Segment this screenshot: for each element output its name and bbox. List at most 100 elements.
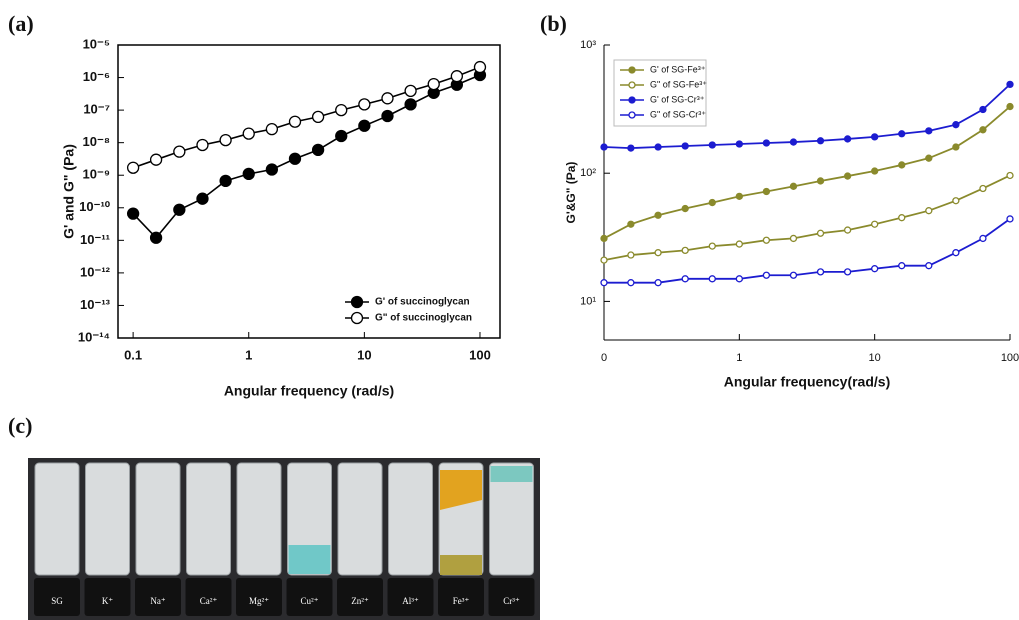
data-point: [735, 140, 743, 148]
vial: [337, 462, 383, 576]
data-point: [427, 77, 440, 91]
y-axis-title: G'&G" (Pa): [564, 162, 578, 224]
y-tick-label: 10⁻¹³: [80, 297, 111, 312]
data-point: [681, 246, 689, 255]
data-point: [381, 109, 394, 123]
data-point: [173, 145, 186, 158]
data-point: [843, 172, 852, 180]
x-tick-label: 100: [1001, 352, 1019, 364]
legend-label: G" of succinoglycan: [375, 313, 472, 324]
data-point: [708, 141, 716, 149]
data-point: [600, 234, 608, 243]
data-point: [473, 60, 487, 74]
chart: 10⁻¹⁴ 10⁻¹³ 10⁻¹² 10⁻¹¹ 10⁻¹⁰ 10⁻⁹ 10⁻⁸ 10⁻⁷ 10⁻…: [61, 36, 501, 399]
data-point: [242, 167, 255, 181]
vial-label: SG: [51, 596, 63, 606]
legend-label: G" of SG-Fe³⁺: [650, 79, 707, 89]
data-point: [311, 143, 325, 157]
vial-label: K⁺: [102, 596, 113, 606]
vial: [186, 462, 231, 576]
data-point: [735, 192, 743, 200]
vial-label: Al³⁺: [402, 596, 419, 606]
data-point: [600, 279, 608, 287]
data-point: [404, 98, 417, 111]
data-point: [898, 130, 906, 138]
x-tick-label: 0: [601, 352, 607, 364]
vial-label: Cr³⁺: [503, 596, 520, 606]
series-line: [132, 74, 481, 239]
data-point: [979, 184, 987, 193]
data-point: [654, 249, 662, 257]
data-point: [871, 265, 879, 273]
legend-marker: [628, 66, 636, 74]
data-point: [627, 279, 635, 287]
data-point: [288, 115, 302, 128]
chart: 10¹ 10² 10³ 0 1 10 100 Angular frequency(rad/s)…: [564, 39, 1019, 390]
legend-marker: [350, 311, 364, 325]
data-point: [381, 92, 394, 105]
data-point: [196, 192, 209, 205]
data-point: [358, 119, 371, 132]
vial-label: Fe³⁺: [453, 596, 470, 606]
data-point: [335, 129, 348, 143]
data-point: [789, 271, 798, 279]
data-point: [265, 123, 279, 136]
data-point: [600, 256, 608, 264]
data-point: [126, 207, 140, 220]
series-line: [603, 83, 1011, 149]
x-tick-label: 100: [469, 347, 491, 362]
data-point: [126, 161, 140, 174]
y-tick-label: 10⁻⁹: [83, 167, 111, 182]
series-line: [603, 174, 1011, 261]
data-point: [196, 138, 209, 152]
vial: [489, 462, 534, 576]
data-point: [871, 167, 879, 175]
legend-marker: [628, 96, 636, 104]
data-point: [654, 143, 662, 151]
data-point: [654, 279, 662, 287]
data-point: [1006, 171, 1014, 180]
y-axis-title: G' and G" (Pa): [61, 144, 77, 239]
data-point: [404, 84, 417, 98]
vial-content: [440, 555, 482, 575]
data-point: [816, 268, 825, 276]
x-axis-title: Angular frequency (rad/s): [224, 383, 394, 399]
x-tick-label: 10: [869, 352, 881, 364]
data-point: [1006, 215, 1014, 223]
vial-label: Cu²⁺: [301, 596, 319, 606]
vial-cap: [236, 578, 282, 616]
data-point: [1006, 80, 1014, 89]
data-point: [1006, 102, 1014, 111]
data-point: [789, 138, 798, 146]
data-point: [627, 144, 635, 152]
y-tick-label: 10⁻⁷: [83, 102, 110, 117]
data-point: [979, 126, 987, 134]
plot-frame: [117, 44, 501, 339]
series-line: [603, 105, 1011, 240]
vial-cap: [488, 578, 535, 616]
data-point: [898, 262, 906, 270]
data-point: [789, 182, 798, 190]
data-point: [708, 242, 716, 250]
data-point: [816, 177, 825, 185]
data-point: [816, 137, 825, 145]
legend-label: G' of succinoglycan: [375, 297, 470, 308]
y-tick-label: 10³: [580, 39, 596, 51]
data-point: [898, 214, 906, 222]
data-point: [762, 271, 771, 279]
data-point: [952, 121, 960, 129]
data-point: [979, 234, 987, 243]
vial: [34, 462, 80, 576]
y-tick-label: 10⁻⁶: [83, 69, 110, 84]
photo: SG K⁺ Na⁺ Ca²⁺ Mg²⁺ Cu²⁺ Zn²⁺ Al³⁺ Fe³⁺ Cr³⁺: [34, 462, 535, 616]
x-axis-title: Angular frequency(rad/s): [724, 374, 890, 390]
x-tick-label: 0.1: [124, 347, 142, 362]
data-point: [627, 251, 635, 259]
y-tick-label: 10⁻¹¹: [80, 232, 110, 247]
data-point: [979, 105, 987, 114]
data-point: [843, 135, 852, 143]
data-point: [871, 133, 879, 141]
data-point: [219, 174, 232, 188]
data-point: [681, 142, 689, 150]
data-point: [450, 70, 464, 83]
